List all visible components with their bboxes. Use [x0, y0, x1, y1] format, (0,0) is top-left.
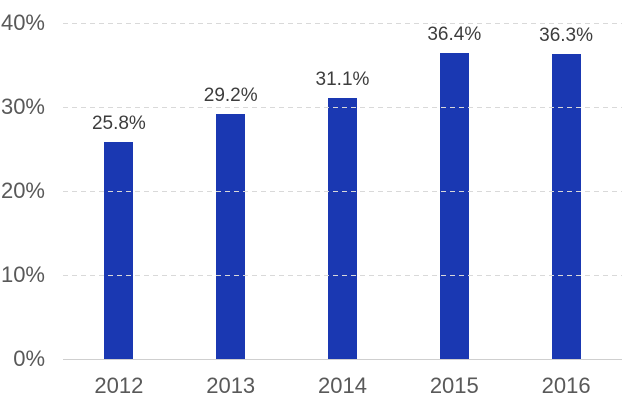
- bar-slot: 31.1%: [287, 23, 399, 359]
- y-axis-tick-label: 0%: [13, 346, 45, 371]
- bar: [439, 53, 469, 359]
- bar-slot: 36.4%: [398, 23, 510, 359]
- x-axis-tick-label: 2016: [541, 373, 591, 398]
- gridline: [63, 23, 622, 24]
- x-axis-tick-label: 2013: [206, 373, 256, 398]
- bar: [327, 97, 357, 359]
- y-axis: 0% 10% 20% 30% 40%: [0, 11, 45, 371]
- bar-value-label: 25.8%: [91, 113, 146, 135]
- x-axis-tick-label: 2012: [94, 373, 144, 398]
- bar-value-label: 31.1%: [315, 68, 370, 90]
- bar-value-label: 36.4%: [427, 24, 482, 46]
- y-axis-tick-label: 10%: [0, 262, 45, 287]
- x-axis-tick-label: 2015: [429, 373, 479, 398]
- y-axis-tick-label: 20%: [0, 178, 45, 203]
- bar: [104, 142, 134, 359]
- bar-slot: 29.2%: [175, 23, 287, 359]
- bar-value-label: 36.3%: [539, 25, 594, 47]
- gridline: [63, 275, 622, 276]
- x-axis: 2012 2013 2014 2015 2016: [63, 359, 622, 398]
- bar-slot: 25.8%: [63, 23, 175, 359]
- plot-area: 25.8% 29.2% 31.1% 36.4% 36.3%: [63, 23, 622, 360]
- y-axis-tick-label: 40%: [0, 10, 45, 35]
- x-axis-tick-label: 2014: [318, 373, 367, 398]
- y-axis-tick-label: 30%: [0, 94, 45, 119]
- bars-row: 25.8% 29.2% 31.1% 36.4% 36.3%: [63, 23, 622, 359]
- bar-slot: 36.3%: [510, 23, 622, 359]
- bar-value-label: 29.2%: [203, 84, 258, 106]
- bar: [216, 113, 246, 359]
- gridline: [63, 191, 622, 192]
- gridline: [63, 107, 622, 108]
- bar: [551, 54, 581, 359]
- x-axis-baseline: [63, 359, 622, 360]
